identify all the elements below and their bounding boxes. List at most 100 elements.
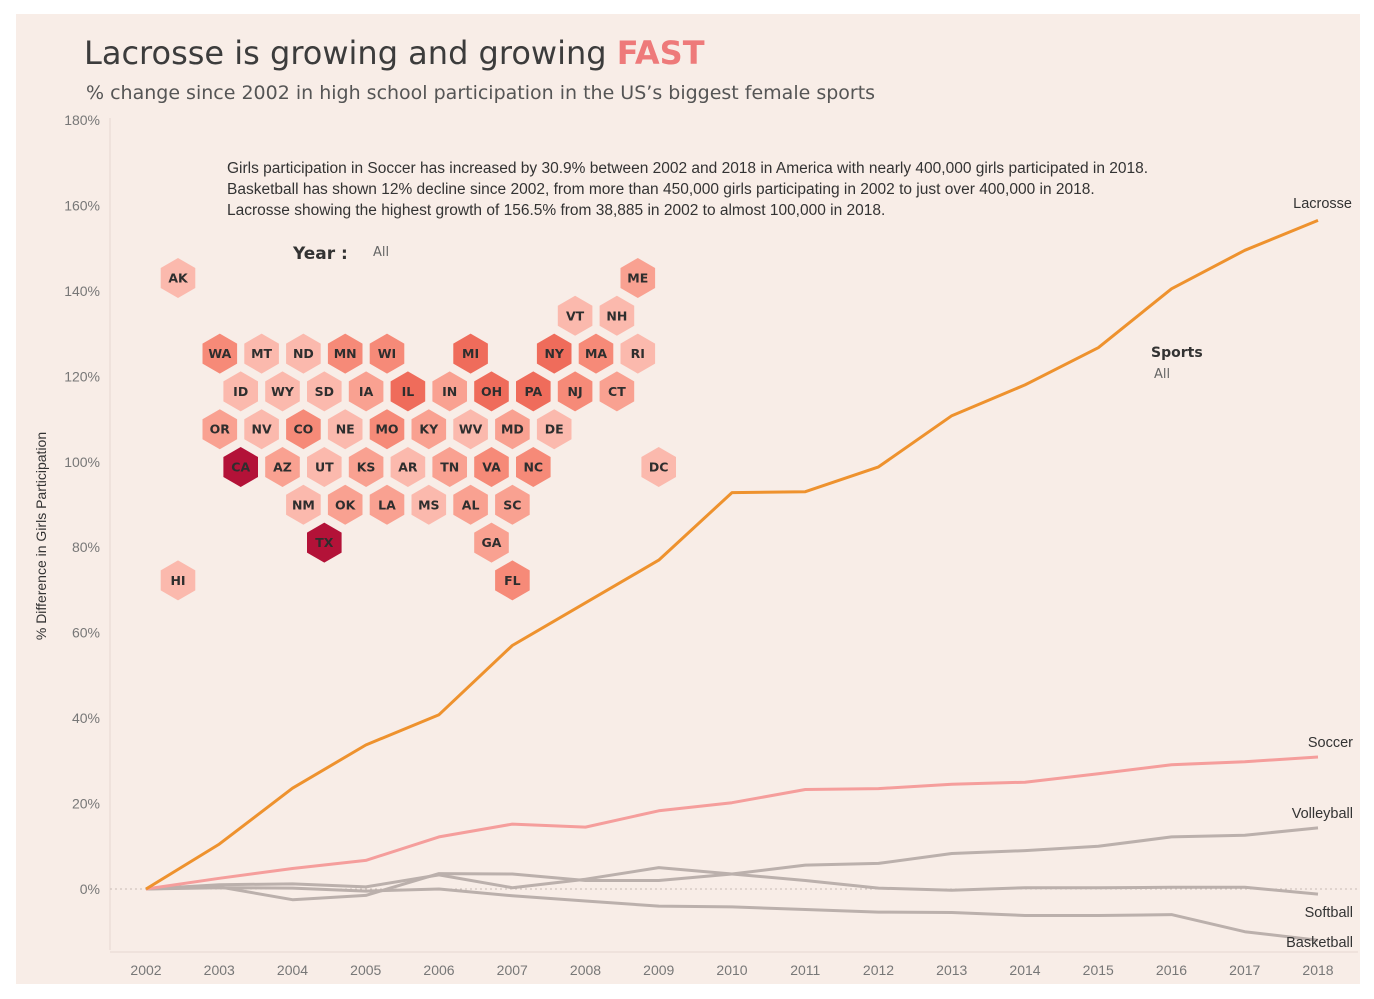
- hex-state-tx[interactable]: TX: [307, 522, 342, 563]
- hex-state-me[interactable]: ME: [620, 258, 656, 298]
- year-filter-value[interactable]: All: [372, 245, 390, 260]
- hex-shape: [495, 409, 530, 450]
- hex-state-nm[interactable]: NM: [286, 484, 321, 525]
- series-line-basketball[interactable]: [145, 886, 1319, 942]
- x-tick-label: 2003: [204, 962, 235, 978]
- year-filter[interactable]: Year : All: [293, 244, 389, 264]
- hex-state-wi[interactable]: WI: [369, 333, 405, 374]
- hex-shape: [160, 258, 196, 298]
- hex-state-vt[interactable]: VT: [557, 295, 593, 336]
- hex-state-ny[interactable]: NY: [536, 333, 572, 374]
- series-line-volleyball[interactable]: [145, 826, 1319, 902]
- hex-state-label: SC: [503, 497, 521, 512]
- hex-shape: [620, 258, 656, 298]
- series-layer: [145, 219, 1319, 942]
- hex-state-label: TN: [440, 460, 459, 475]
- hex-state-label: IN: [442, 384, 457, 399]
- sports-filter-value[interactable]: All: [1154, 367, 1171, 382]
- hex-state-sc[interactable]: SC: [495, 484, 530, 525]
- hex-state-ct[interactable]: CT: [599, 371, 635, 412]
- hex-shape: [411, 484, 447, 525]
- hex-state-label: AK: [168, 271, 189, 286]
- hex-state-de[interactable]: DE: [536, 409, 572, 450]
- hex-shape: [369, 409, 405, 450]
- hex-state-in[interactable]: IN: [432, 371, 467, 412]
- hex-state-id[interactable]: ID: [223, 371, 258, 412]
- hex-state-ri[interactable]: RI: [620, 333, 656, 374]
- hex-state-label: OK: [335, 497, 357, 512]
- hex-state-label: IA: [359, 384, 374, 399]
- hex-state-ar[interactable]: AR: [390, 447, 426, 487]
- hex-state-va[interactable]: VA: [474, 447, 509, 487]
- hex-state-mo[interactable]: MO: [369, 409, 405, 450]
- hex-shape: [369, 333, 405, 374]
- hex-state-ks[interactable]: KS: [348, 447, 384, 487]
- hex-shape: [223, 447, 258, 487]
- hex-state-ia[interactable]: IA: [348, 371, 384, 412]
- hex-shape: [244, 409, 279, 450]
- hex-state-ky[interactable]: KY: [411, 409, 447, 450]
- hex-shape: [641, 447, 676, 487]
- hex-state-il[interactable]: IL: [390, 371, 426, 412]
- hex-state-ut[interactable]: UT: [307, 447, 342, 487]
- hex-shape: [265, 371, 300, 412]
- hex-state-label: PA: [524, 384, 542, 399]
- hex-state-or[interactable]: OR: [202, 409, 238, 450]
- hex-state-wa[interactable]: WA: [202, 333, 238, 374]
- hex-state-hi[interactable]: HI: [160, 560, 196, 601]
- hex-state-label: CT: [608, 384, 626, 399]
- hex-state-label: NE: [336, 422, 355, 437]
- hex-state-label: WA: [208, 346, 231, 361]
- hex-shape: [286, 409, 321, 450]
- hex-state-label: NC: [523, 460, 543, 475]
- hex-state-label: OH: [481, 384, 502, 399]
- sports-filter[interactable]: Sports All: [1151, 345, 1203, 382]
- x-tick-label: 2005: [350, 962, 381, 978]
- label-layer: Lacrosse Soccer Volleyball Softball Basketba…: [1286, 196, 1353, 951]
- hex-state-md[interactable]: MD: [495, 409, 530, 450]
- hex-state-label: SD: [315, 384, 334, 399]
- hex-state-label: LA: [378, 497, 396, 512]
- series-label-lacrosse: Lacrosse: [1293, 196, 1352, 212]
- hex-state-nj[interactable]: NJ: [557, 371, 593, 412]
- hex-state-nc[interactable]: NC: [516, 447, 551, 487]
- hex-state-sd[interactable]: SD: [307, 371, 342, 412]
- hex-state-dc[interactable]: DC: [641, 447, 676, 487]
- hex-state-ga[interactable]: GA: [474, 522, 509, 563]
- hex-state-mi[interactable]: MI: [453, 333, 488, 374]
- hex-state-label: MD: [501, 422, 524, 437]
- hex-shape: [432, 371, 467, 412]
- hex-state-nd[interactable]: ND: [286, 333, 321, 374]
- series-line-soccer[interactable]: [145, 755, 1319, 891]
- hex-state-al[interactable]: AL: [453, 484, 488, 525]
- hex-state-nv[interactable]: NV: [244, 409, 279, 450]
- series-line-lacrosse[interactable]: [145, 219, 1319, 891]
- hex-state-ms[interactable]: MS: [411, 484, 447, 525]
- hex-shape: [495, 560, 530, 601]
- hex-state-mn[interactable]: MN: [327, 333, 363, 374]
- x-tick-label: 2017: [1229, 962, 1260, 978]
- hex-state-wy[interactable]: WY: [265, 371, 300, 412]
- hex-state-tn[interactable]: TN: [432, 447, 467, 487]
- y-tick-label: 60%: [72, 625, 100, 641]
- hex-state-mt[interactable]: MT: [244, 333, 279, 374]
- hex-state-ak[interactable]: AK: [160, 258, 196, 298]
- hex-state-ok[interactable]: OK: [327, 484, 363, 525]
- hex-state-ca[interactable]: CA: [223, 447, 258, 487]
- hex-state-ma[interactable]: MA: [578, 333, 614, 374]
- hex-shape: [557, 295, 593, 336]
- hex-state-la[interactable]: LA: [369, 484, 405, 525]
- hex-state-wv[interactable]: WV: [453, 409, 488, 450]
- hex-state-nh[interactable]: NH: [599, 295, 635, 336]
- hex-state-az[interactable]: AZ: [265, 447, 300, 487]
- hex-state-co[interactable]: CO: [286, 409, 321, 450]
- chart-panel: [16, 14, 1360, 984]
- series-label-volleyball: Volleyball: [1292, 806, 1353, 822]
- hex-state-oh[interactable]: OH: [474, 371, 509, 412]
- y-tick-label: 100%: [64, 454, 100, 470]
- hex-state-ne[interactable]: NE: [327, 409, 363, 450]
- y-tick-label: 180%: [64, 112, 100, 128]
- hex-state-fl[interactable]: FL: [495, 560, 530, 601]
- hex-state-pa[interactable]: PA: [516, 371, 551, 412]
- hex-state-label: VA: [482, 460, 501, 475]
